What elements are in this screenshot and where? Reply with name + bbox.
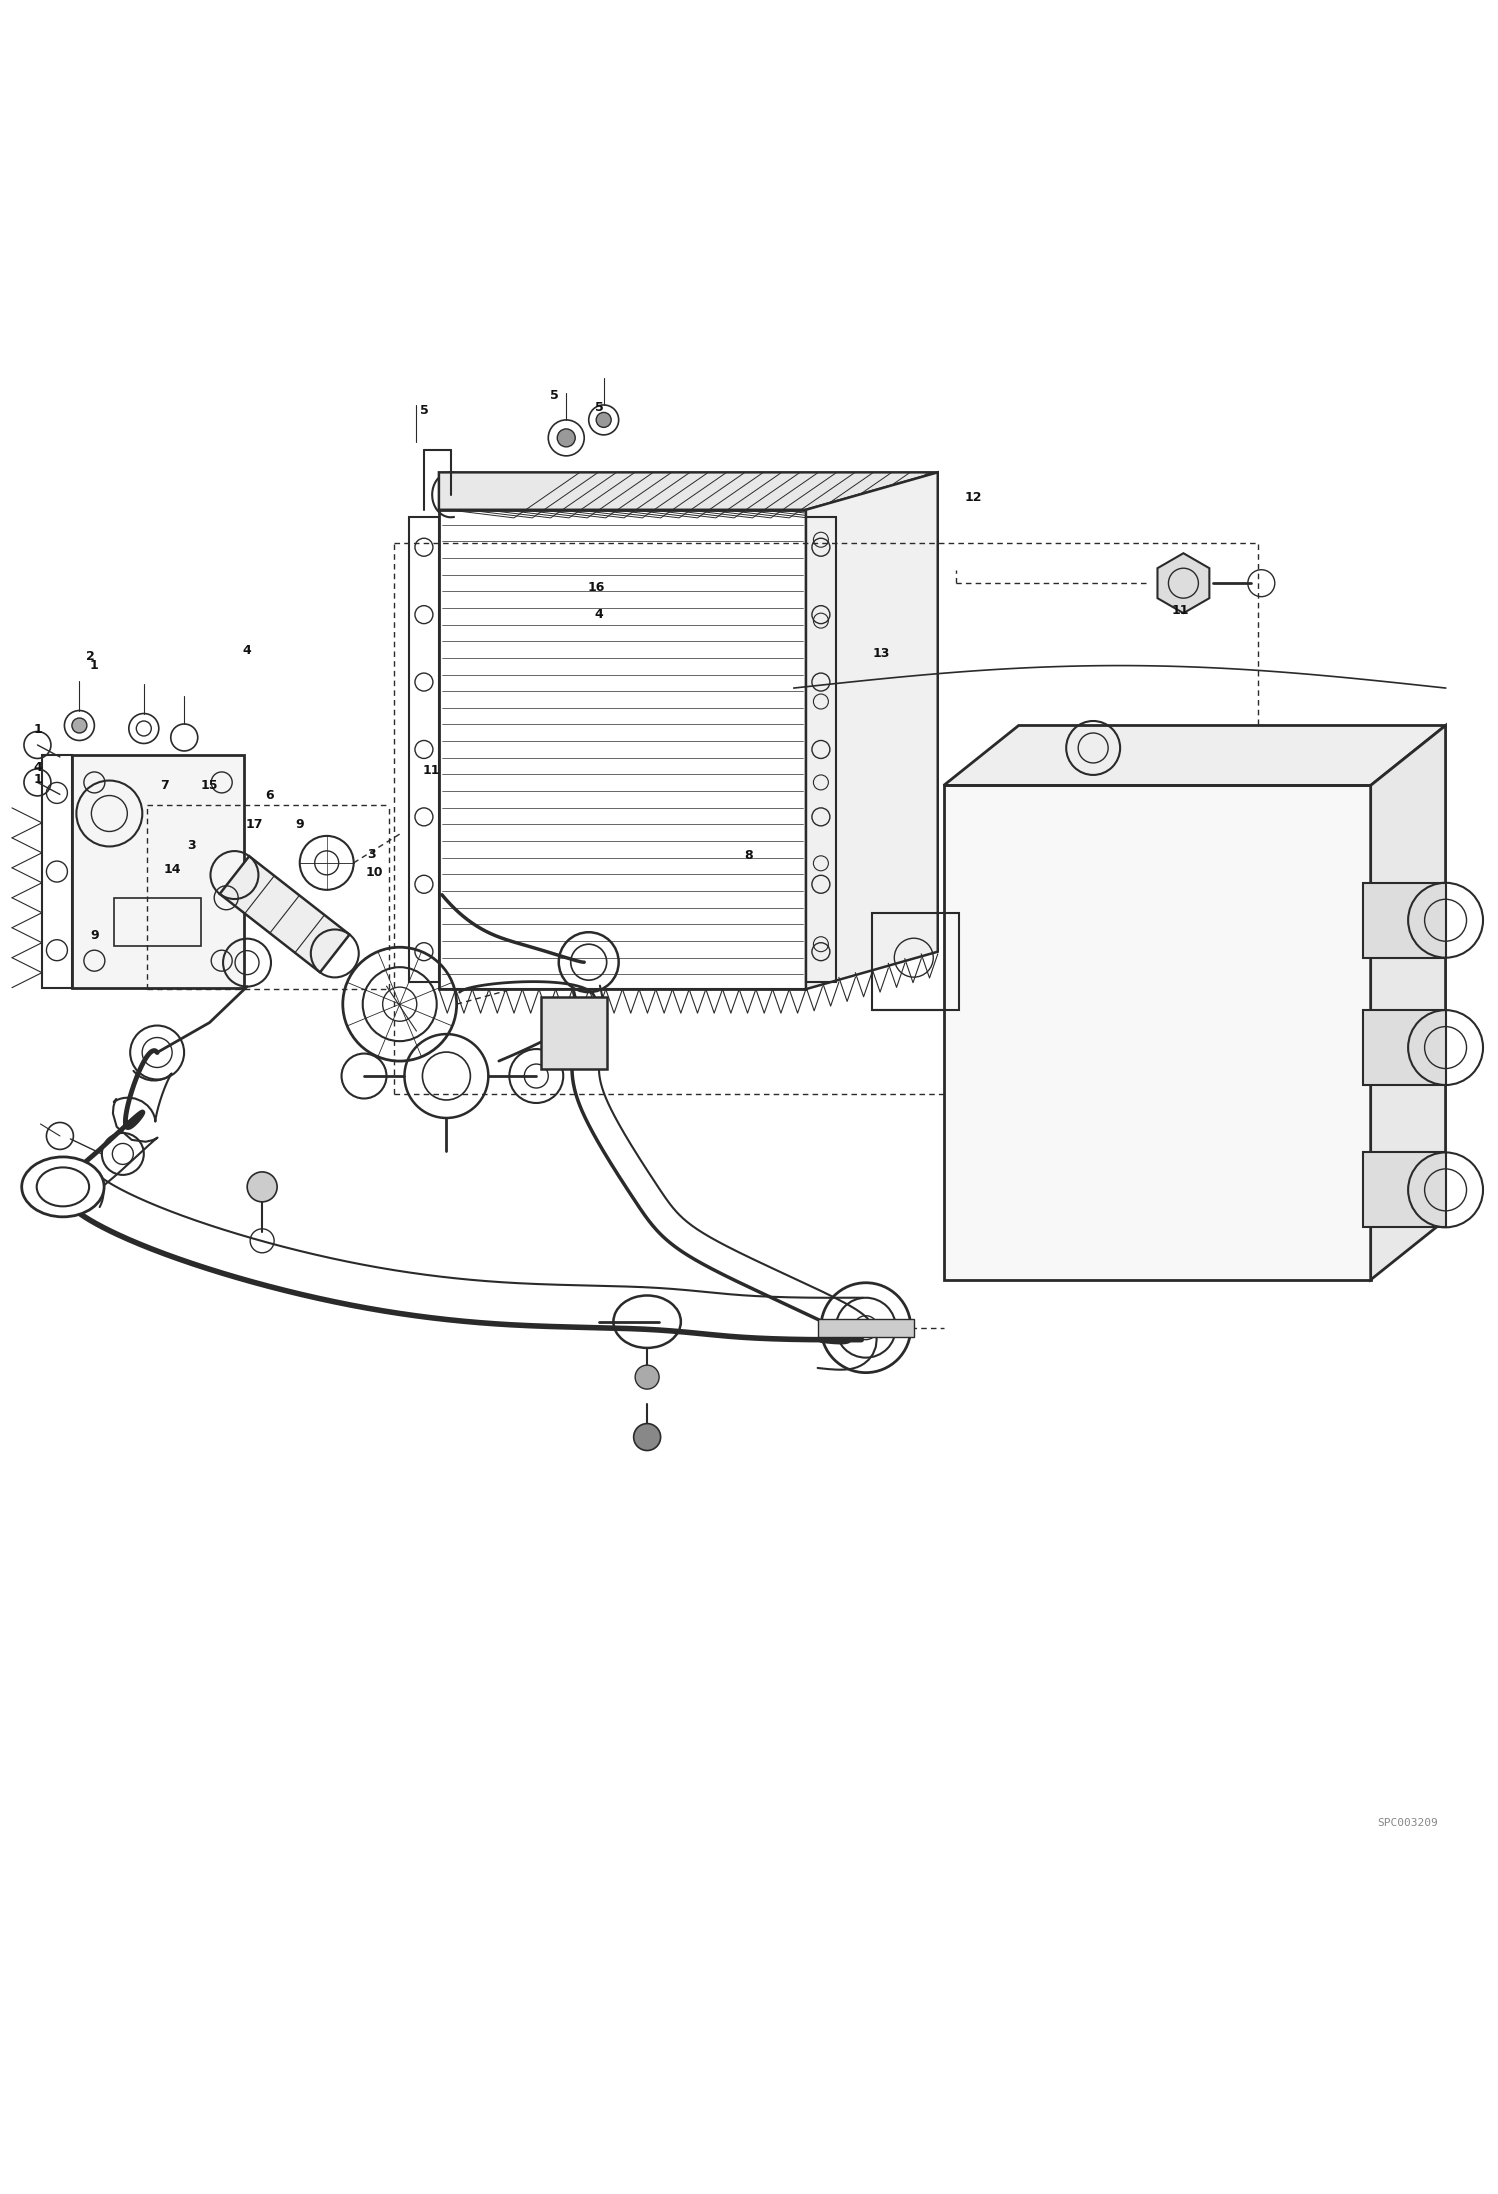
- Bar: [1363, 882, 1446, 959]
- Bar: [872, 913, 959, 1009]
- Text: 9: 9: [295, 818, 304, 832]
- Bar: [818, 1319, 914, 1336]
- Polygon shape: [1371, 726, 1446, 1279]
- Circle shape: [596, 412, 611, 428]
- Bar: [541, 996, 607, 1068]
- Text: 1: 1: [90, 658, 99, 671]
- Text: 16: 16: [587, 581, 605, 595]
- Bar: [1363, 1009, 1446, 1086]
- Bar: [42, 755, 72, 987]
- Text: 3: 3: [367, 847, 376, 860]
- Ellipse shape: [36, 1167, 90, 1207]
- Text: 7: 7: [160, 779, 169, 792]
- Circle shape: [72, 717, 87, 733]
- Circle shape: [634, 1424, 661, 1450]
- Polygon shape: [439, 472, 938, 509]
- Text: 4: 4: [243, 645, 252, 656]
- Circle shape: [557, 428, 575, 448]
- Text: 12: 12: [965, 491, 983, 505]
- Text: 3: 3: [187, 838, 196, 851]
- Ellipse shape: [22, 1156, 105, 1218]
- Circle shape: [635, 1365, 659, 1389]
- Text: 15: 15: [201, 779, 219, 792]
- Text: 9: 9: [90, 928, 99, 941]
- Polygon shape: [220, 856, 349, 972]
- Text: 10: 10: [366, 867, 383, 880]
- Bar: [1363, 1152, 1446, 1226]
- Text: 6: 6: [265, 790, 274, 803]
- Polygon shape: [944, 785, 1371, 1279]
- Text: SPC003209: SPC003209: [1377, 1819, 1438, 1828]
- Text: 11: 11: [422, 764, 440, 777]
- Bar: [114, 897, 201, 946]
- Text: 5: 5: [550, 391, 559, 402]
- Polygon shape: [944, 726, 1446, 785]
- Bar: [409, 518, 439, 981]
- Text: 17: 17: [246, 818, 264, 832]
- Text: 1: 1: [33, 724, 42, 737]
- Text: 5: 5: [595, 402, 604, 415]
- Text: 1: 1: [33, 772, 42, 785]
- Text: 2: 2: [85, 649, 94, 663]
- Text: 4: 4: [595, 608, 604, 621]
- Text: 13: 13: [872, 647, 890, 660]
- Polygon shape: [806, 472, 938, 989]
- Bar: [806, 518, 836, 981]
- Polygon shape: [72, 755, 244, 987]
- Text: 5: 5: [419, 404, 428, 417]
- Text: 8: 8: [745, 849, 753, 862]
- Text: 4: 4: [33, 761, 42, 774]
- Circle shape: [247, 1172, 277, 1202]
- Polygon shape: [1158, 553, 1209, 612]
- Text: 14: 14: [163, 862, 181, 875]
- Text: 11: 11: [1171, 603, 1189, 617]
